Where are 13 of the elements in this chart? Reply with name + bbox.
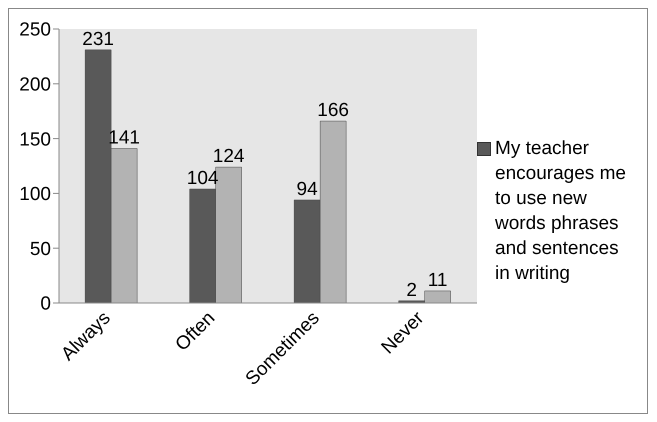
data-label: 231 bbox=[82, 28, 114, 50]
y-tick-label: 150 bbox=[19, 129, 51, 150]
data-label: 2 bbox=[406, 280, 417, 301]
data-label: 11 bbox=[428, 270, 448, 291]
y-tick-label: 250 bbox=[19, 20, 51, 41]
legend-label: My teacher encourages me to use new words phrases and sentences in writing bbox=[495, 137, 627, 286]
y-tick-label: 100 bbox=[19, 184, 51, 206]
y-tick-label: 50 bbox=[30, 238, 51, 260]
data-label: 124 bbox=[212, 146, 245, 168]
y-tick-label: 200 bbox=[19, 74, 51, 96]
data-label: 166 bbox=[317, 100, 349, 122]
data-label: 94 bbox=[296, 178, 318, 200]
y-tick-label: 0 bbox=[40, 294, 51, 315]
